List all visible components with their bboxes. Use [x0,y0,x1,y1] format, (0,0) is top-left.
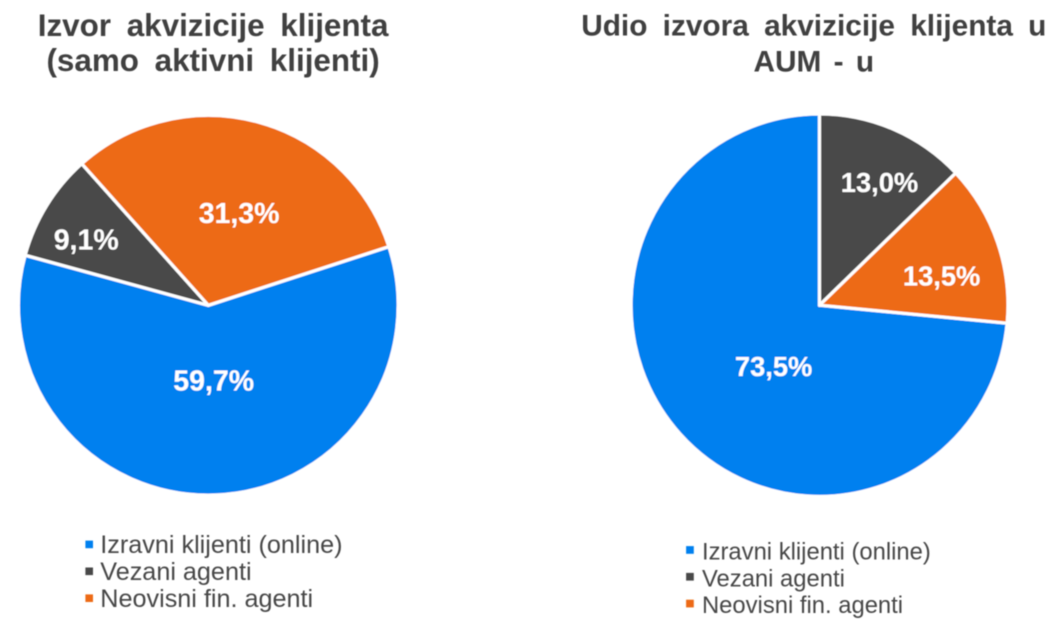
svg-text:Neovisni fin. agenti: Neovisni fin. agenti [702,592,903,619]
svg-text:Izvor akvizicije klijenta: Izvor akvizicije klijenta [38,8,389,43]
svg-text:(samo aktivni klijenti): (samo aktivni klijenti) [46,43,379,78]
svg-text:Izravni klijenti (online): Izravni klijenti (online) [100,531,342,559]
svg-text:13,0%: 13,0% [841,167,918,198]
svg-text:59,7%: 59,7% [173,366,254,398]
svg-text:31,3%: 31,3% [199,198,280,230]
svg-text:AUM - u: AUM - u [754,46,875,79]
svg-text:Neovisni fin. agenti: Neovisni fin. agenti [100,585,313,613]
svg-text:Udio izvora akvizicije klijent: Udio izvora akvizicije klijenta u [581,10,1046,43]
svg-text:Vezani agenti: Vezani agenti [100,558,251,586]
svg-text:Izravni klijenti (online): Izravni klijenti (online) [702,539,931,566]
svg-text:Vezani agenti: Vezani agenti [702,565,845,592]
svg-text:13,5%: 13,5% [903,260,980,291]
svg-text:9,1%: 9,1% [54,225,119,257]
svg-text:73,5%: 73,5% [735,351,812,382]
